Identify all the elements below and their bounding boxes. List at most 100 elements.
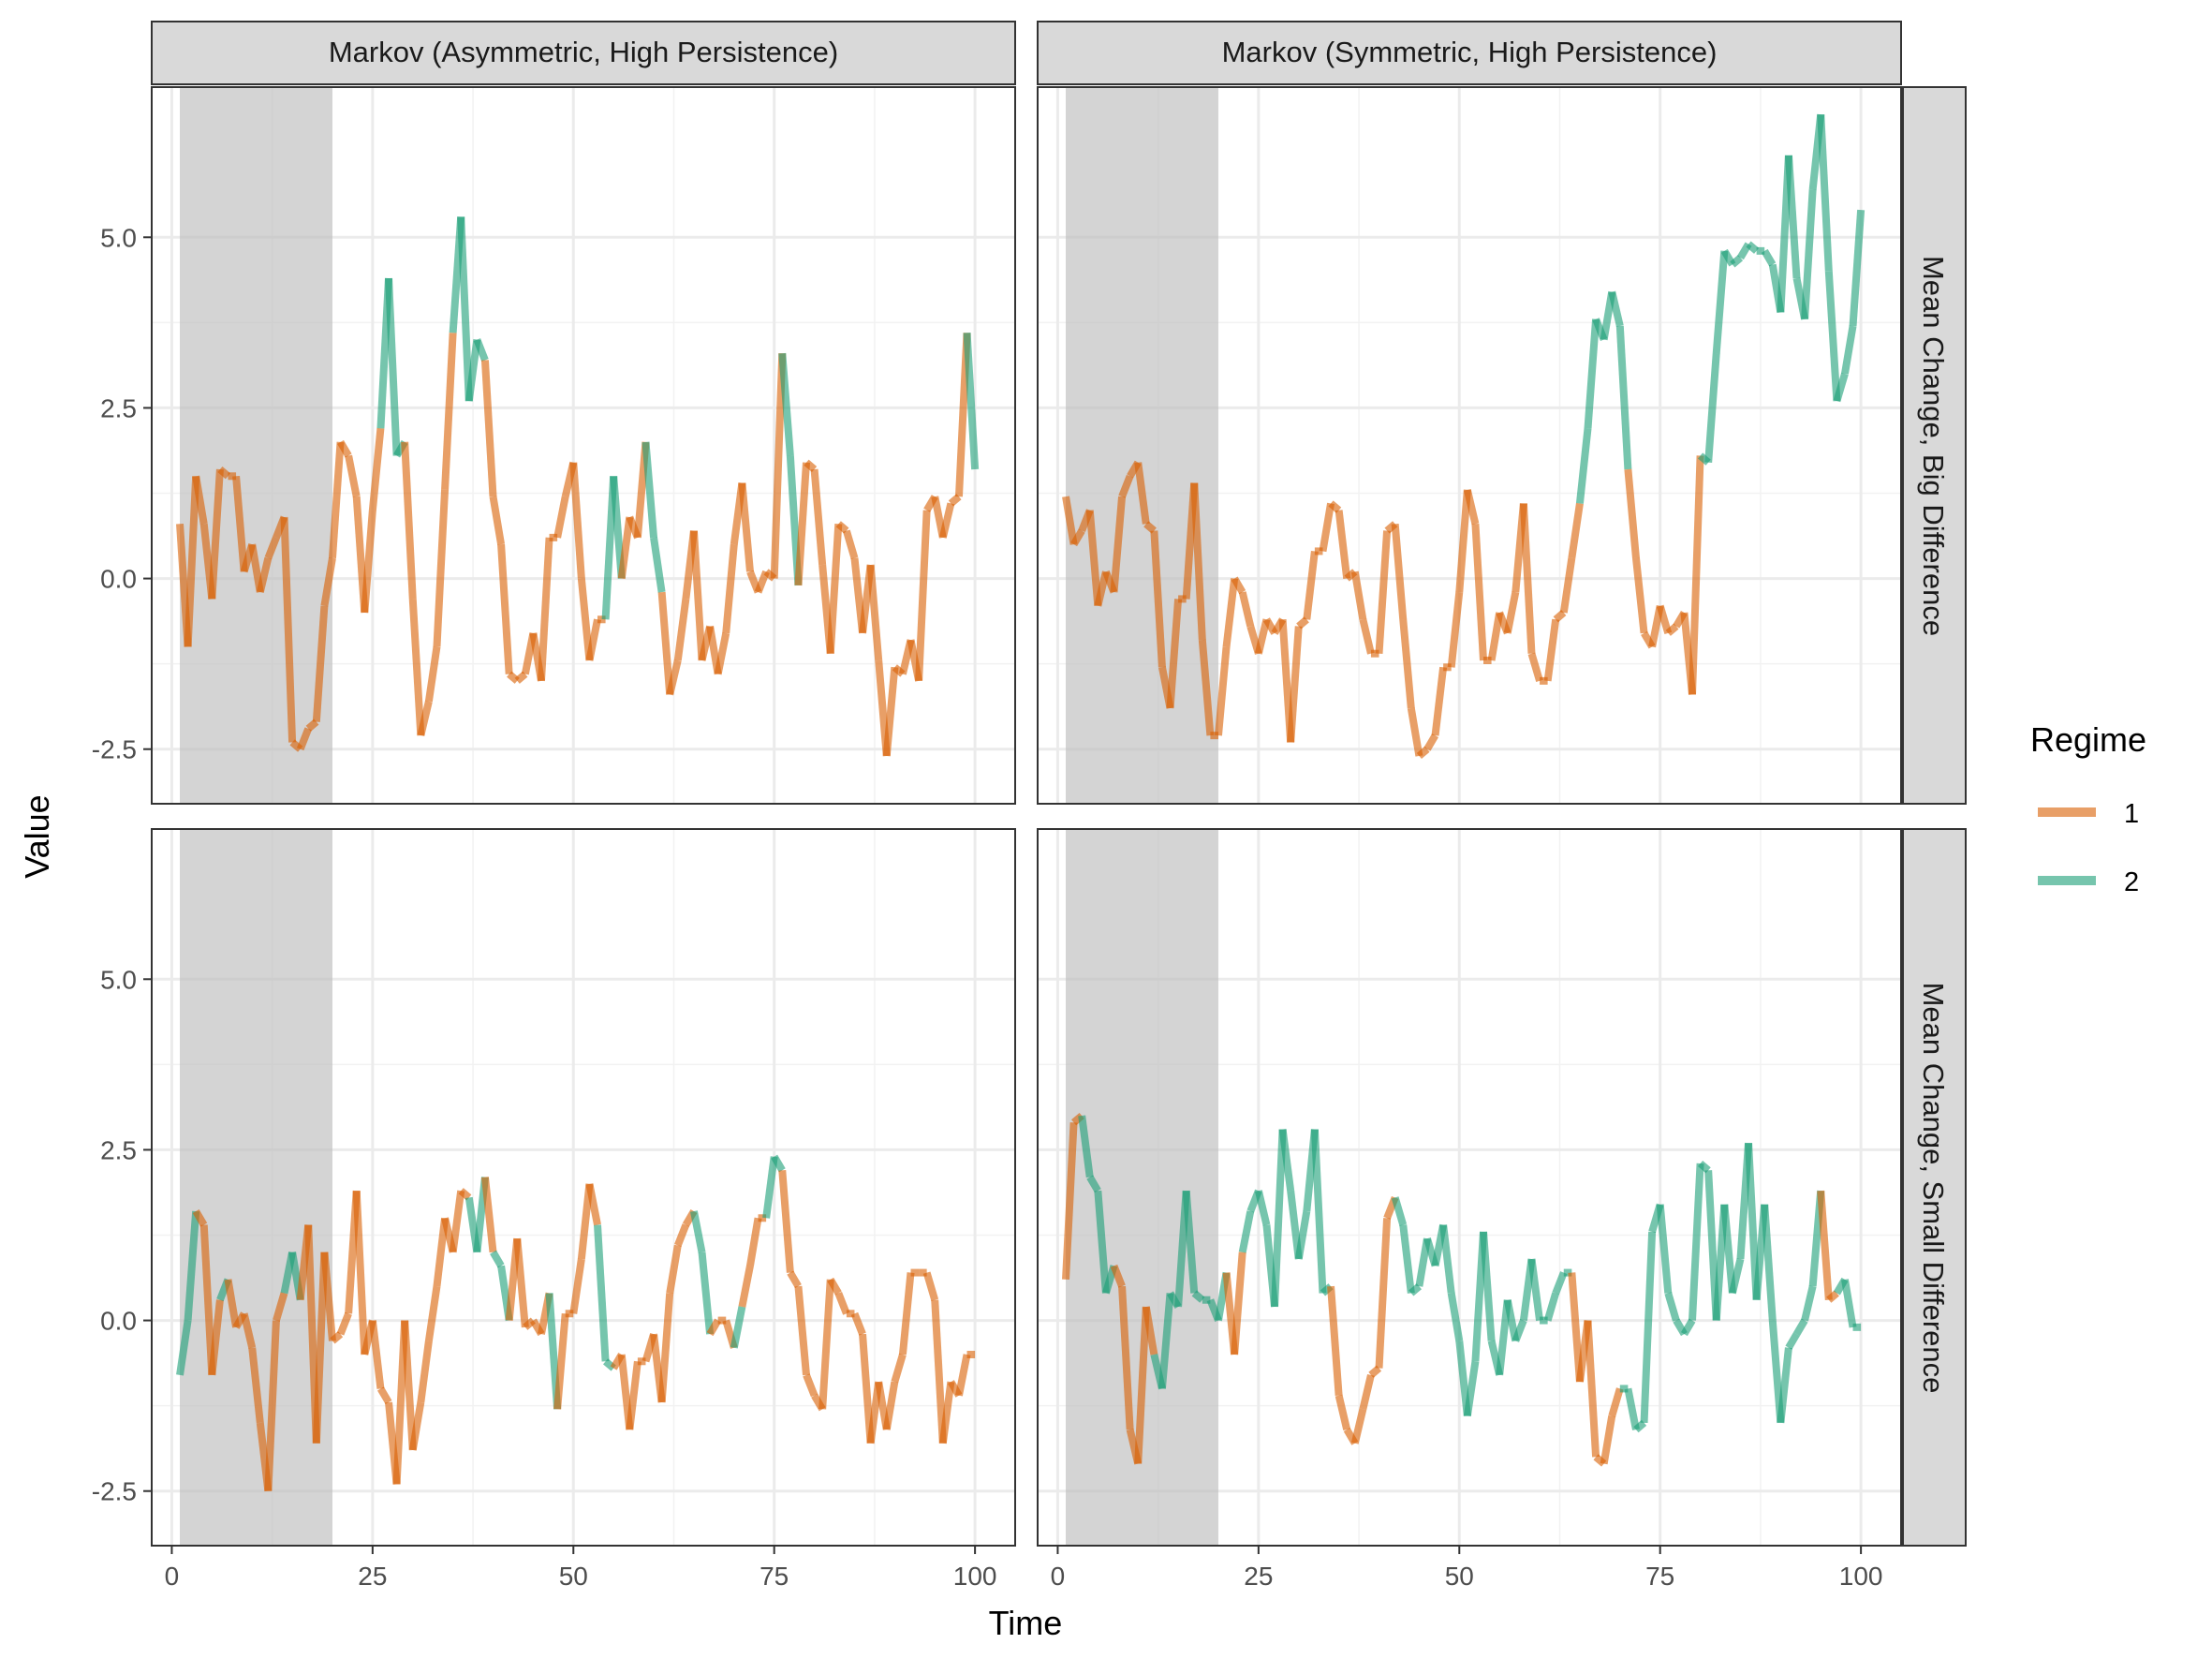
segment-t76	[1665, 623, 1679, 636]
y-tick-label: 2.5	[100, 393, 137, 422]
segment-t12	[1150, 530, 1166, 668]
x-tick-label: 100	[953, 1562, 997, 1591]
segment-t65	[1575, 427, 1592, 504]
segment-t89	[882, 666, 899, 757]
segment-t4	[199, 1224, 216, 1376]
segment-t42	[507, 671, 520, 684]
segment-t27	[385, 277, 401, 456]
segment-t22	[345, 454, 361, 497]
segment-t44	[1408, 1283, 1422, 1296]
segment-t25	[1254, 1190, 1271, 1226]
segment-t35	[1335, 1394, 1351, 1431]
segment-t34	[1328, 500, 1342, 513]
segment-t61	[657, 1293, 674, 1403]
segment-t42	[1391, 1196, 1408, 1226]
segment-t7	[224, 1279, 241, 1328]
segment-t12	[264, 1320, 280, 1491]
segment-t18	[312, 605, 329, 722]
segment-t80	[810, 468, 827, 566]
panel-2-1: -2.5 0.0 2.5 5.0 0 25 50 75 100	[92, 828, 1016, 1591]
segment-t49	[1447, 1292, 1464, 1342]
segment-t11	[256, 556, 273, 594]
segment-t39	[480, 1177, 497, 1253]
segment-t13	[273, 1292, 288, 1322]
segment-t87	[866, 564, 883, 661]
segment-t29	[401, 441, 417, 600]
series-line	[1062, 1112, 1862, 1467]
segment-t82	[1712, 250, 1729, 354]
strip-col-1	[151, 21, 1016, 85]
panel-border	[151, 828, 1016, 1547]
x-tick-label: 25	[1244, 1562, 1273, 1591]
segment-t95	[1817, 113, 1833, 272]
segment-t1	[1062, 1122, 1078, 1281]
segment-t32	[424, 645, 441, 703]
segment-t48	[1439, 1224, 1455, 1294]
segment-t14	[280, 516, 297, 743]
segment-t20	[328, 441, 345, 558]
segment-t79	[1688, 455, 1704, 695]
segment-t63	[673, 598, 690, 661]
segment-t93	[915, 510, 931, 682]
segment-t68	[1600, 1415, 1616, 1465]
segment-t36	[458, 1188, 472, 1201]
segment-t53	[594, 1224, 610, 1362]
segment-t57	[626, 1360, 641, 1430]
segment-t85	[850, 1311, 866, 1336]
legend-label-regime-1: 1	[2124, 799, 2139, 829]
segment-t61	[1543, 1292, 1560, 1322]
segment-t29	[401, 1320, 417, 1451]
segment-t72	[1633, 1419, 1647, 1433]
segment-t81	[818, 1279, 834, 1410]
strip-col-2-label: Markov (Symmetric, High Persistence)	[1222, 36, 1718, 68]
segment-t84	[1728, 1258, 1745, 1295]
segment-t35	[449, 1190, 465, 1253]
segment-t54	[1487, 612, 1504, 661]
segment-t34	[441, 333, 457, 491]
segment-t73	[1640, 1231, 1657, 1424]
segment-t45	[1416, 746, 1430, 760]
segment-t19	[320, 1252, 336, 1341]
segment-t24	[361, 510, 376, 614]
segment-t57	[1512, 1319, 1527, 1342]
segment-t36	[457, 216, 473, 402]
segment-t83	[835, 521, 849, 534]
segment-t94	[922, 1271, 939, 1301]
segment-t40	[489, 496, 506, 545]
segment-t82	[826, 524, 843, 654]
segment-t17	[1191, 1290, 1205, 1303]
segment-t17	[1190, 482, 1206, 641]
segment-t66	[1584, 318, 1600, 429]
segment-t2	[184, 1210, 200, 1321]
strip-row-1	[1902, 86, 1967, 805]
segment-t31	[417, 1340, 433, 1403]
segment-t51	[1463, 1360, 1480, 1417]
segment-t79	[803, 1373, 818, 1398]
segment-t48	[553, 1312, 569, 1410]
segment-t32	[1310, 1129, 1327, 1294]
segment-t46	[537, 537, 553, 682]
segment-t99	[1849, 209, 1865, 327]
segment-t21	[337, 439, 352, 458]
segment-t69	[1608, 290, 1624, 327]
segment-t39	[1368, 1365, 1382, 1378]
segment-t67	[706, 1318, 722, 1337]
segment-t4	[1085, 510, 1102, 607]
segment-t1	[1062, 496, 1078, 545]
x-tick-label: 0	[1051, 1562, 1066, 1591]
segment-t90	[1777, 1347, 1792, 1424]
segment-t33	[433, 1217, 450, 1287]
segment-t30	[1296, 616, 1309, 630]
segment-t6	[217, 466, 231, 480]
shaded-interval	[1066, 87, 1218, 804]
segment-t96	[938, 1381, 955, 1444]
segment-t23	[352, 1190, 369, 1355]
segment-t25	[1254, 618, 1271, 655]
segment-t21	[1222, 578, 1239, 647]
segment-t30	[408, 1401, 425, 1451]
segment-t25	[368, 1320, 385, 1389]
segment-t2	[184, 476, 200, 647]
facet-strips: Markov (Asymmetric, High Persistence) Ma…	[151, 21, 1967, 1547]
segment-t66	[1584, 1320, 1600, 1458]
